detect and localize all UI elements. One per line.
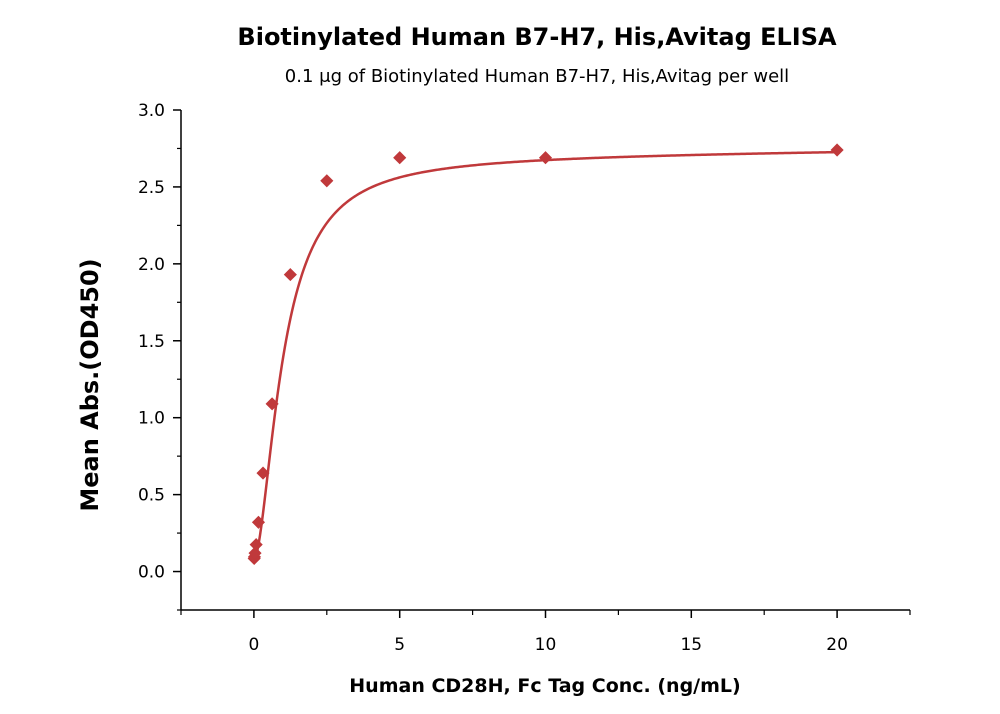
- data-point: [248, 546, 262, 560]
- data-point: [265, 397, 279, 411]
- y-tick-label: 1.5: [138, 332, 165, 352]
- data-point: [283, 268, 297, 282]
- x-tick-label: 10: [535, 635, 557, 655]
- data-point: [830, 143, 844, 157]
- y-tick-label: 0.0: [138, 563, 165, 583]
- y-tick-label: 0.5: [138, 486, 165, 506]
- chart-subtitle: 0.1 μg of Biotinylated Human B7-H7, His,…: [285, 66, 789, 87]
- y-tick-label: 2.0: [138, 255, 165, 275]
- x-axis-label: Human CD28H, Fc Tag Conc. (ng/mL): [349, 675, 740, 697]
- x-tick-label: 5: [394, 635, 405, 655]
- chart-title: Biotinylated Human B7-H7, His,Avitag ELI…: [237, 23, 837, 51]
- chart-axes: [180, 110, 910, 611]
- data-points-group: [247, 143, 844, 566]
- y-tick-label: 3.0: [138, 101, 165, 121]
- fit-curve: [253, 150, 838, 561]
- x-tick-label: 0: [248, 635, 259, 655]
- data-point: [256, 466, 270, 480]
- data-point: [393, 151, 407, 165]
- y-axis-label: Mean Abs.(OD450): [76, 258, 104, 511]
- axis-ticks: 0.0 0.5 1.0 1.5 2.0 2.5 3.0 0 5 10 15 20: [138, 101, 911, 655]
- y-tick-label: 2.5: [138, 178, 165, 198]
- data-point: [538, 151, 553, 165]
- x-tick-label: 20: [826, 635, 848, 655]
- data-point: [320, 174, 334, 188]
- x-tick-label: 15: [680, 635, 702, 655]
- y-tick-label: 1.0: [138, 409, 165, 429]
- fit-curve-group: [253, 150, 838, 561]
- data-point: [251, 515, 266, 529]
- data-point: [249, 538, 263, 552]
